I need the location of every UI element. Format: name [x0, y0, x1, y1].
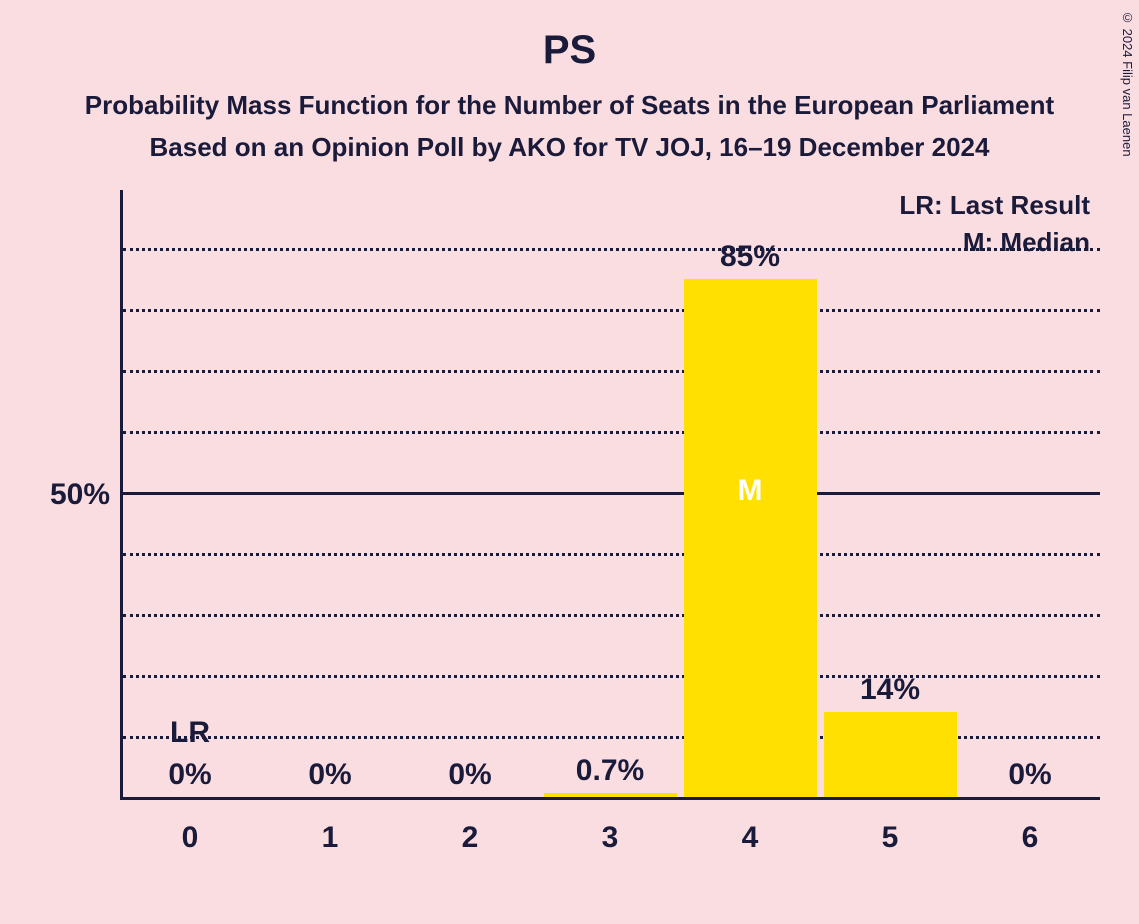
chart-subtitle-2: Based on an Opinion Poll by AKO for TV J… [0, 132, 1139, 163]
bar [544, 793, 677, 797]
gridline-major [123, 492, 1100, 495]
legend-lr: LR: Last Result [899, 190, 1090, 221]
y-axis [120, 190, 123, 800]
bar-value-label: 0% [110, 758, 270, 792]
bar [824, 712, 957, 797]
bar-value-label: 0% [950, 758, 1110, 792]
gridline-minor [123, 370, 1100, 373]
gridline-minor [123, 309, 1100, 312]
bar-value-label: 85% [670, 240, 830, 274]
x-axis-label: 0 [120, 821, 260, 855]
x-axis-label: 6 [960, 821, 1100, 855]
pmf-chart: LR: Last Result M: Median 50%0%LR00%10%2… [120, 190, 1100, 850]
gridline-minor [123, 248, 1100, 251]
x-axis-label: 1 [260, 821, 400, 855]
x-axis-label: 3 [540, 821, 680, 855]
x-axis [120, 797, 1100, 800]
chart-title: PS [0, 28, 1139, 73]
x-axis-label: 5 [820, 821, 960, 855]
y-axis-label: 50% [25, 478, 110, 512]
chart-subtitle-1: Probability Mass Function for the Number… [0, 90, 1139, 121]
gridline-minor [123, 553, 1100, 556]
copyright-text: © 2024 Filip van Laenen [1120, 10, 1135, 157]
last-result-label: LR [110, 716, 270, 750]
x-axis-label: 2 [400, 821, 540, 855]
x-axis-label: 4 [680, 821, 820, 855]
plot-area: LR: Last Result M: Median 50%0%LR00%10%2… [120, 190, 1100, 800]
gridline-minor [123, 614, 1100, 617]
bar-value-label: 0% [250, 758, 410, 792]
bar-value-label: 0.7% [530, 754, 690, 788]
gridline-minor [123, 431, 1100, 434]
legend-m: M: Median [899, 227, 1090, 258]
bar-value-label: 14% [810, 673, 970, 707]
median-label: M [738, 474, 763, 508]
bar-value-label: 0% [390, 758, 550, 792]
legend: LR: Last Result M: Median [899, 190, 1090, 264]
bar [684, 279, 817, 798]
